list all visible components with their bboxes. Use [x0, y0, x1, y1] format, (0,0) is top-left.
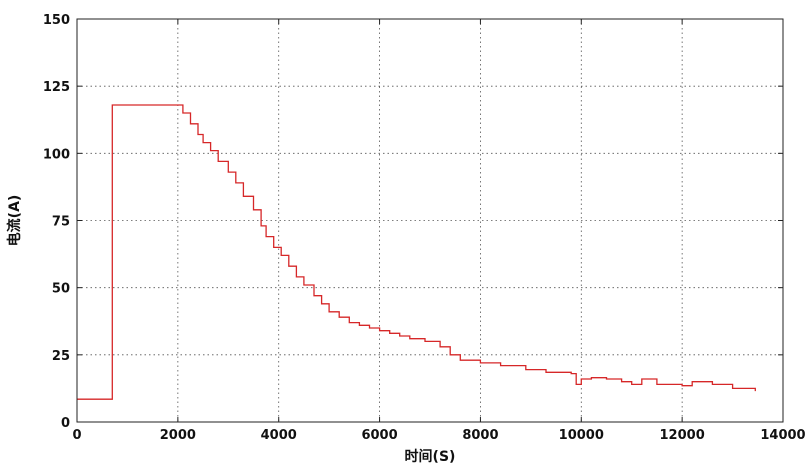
y-tick-label: 125 — [43, 80, 70, 95]
x-tick-label: 2000 — [160, 428, 196, 443]
y-tick-label: 50 — [52, 282, 70, 297]
x-tick-label: 12000 — [660, 428, 705, 443]
y-tick-label: 25 — [52, 349, 70, 364]
y-tick-label: 150 — [43, 13, 70, 28]
series-layer — [77, 104, 756, 400]
x-tick-label: 14000 — [760, 428, 805, 443]
current-series-line — [77, 104, 756, 400]
x-tick-label: 8000 — [462, 428, 498, 443]
x-axis-label: 时间(S) — [405, 448, 456, 465]
tick-labels: 0 2000 4000 6000 8000 10000 12000 14000 0 25 50 75 1… — [43, 13, 806, 443]
y-tick-label: 0 — [61, 416, 70, 431]
x-tick-label: 6000 — [361, 428, 397, 443]
grid-lines — [77, 19, 783, 422]
y-axis-label: 电流(A) — [6, 195, 23, 247]
x-tick-label: 0 — [72, 428, 81, 443]
y-tick-label: 75 — [52, 215, 70, 230]
x-tick-label: 10000 — [559, 428, 604, 443]
y-tick-label: 100 — [43, 147, 70, 162]
plot-area-frame — [76, 18, 784, 423]
x-tick-label: 4000 — [261, 428, 297, 443]
